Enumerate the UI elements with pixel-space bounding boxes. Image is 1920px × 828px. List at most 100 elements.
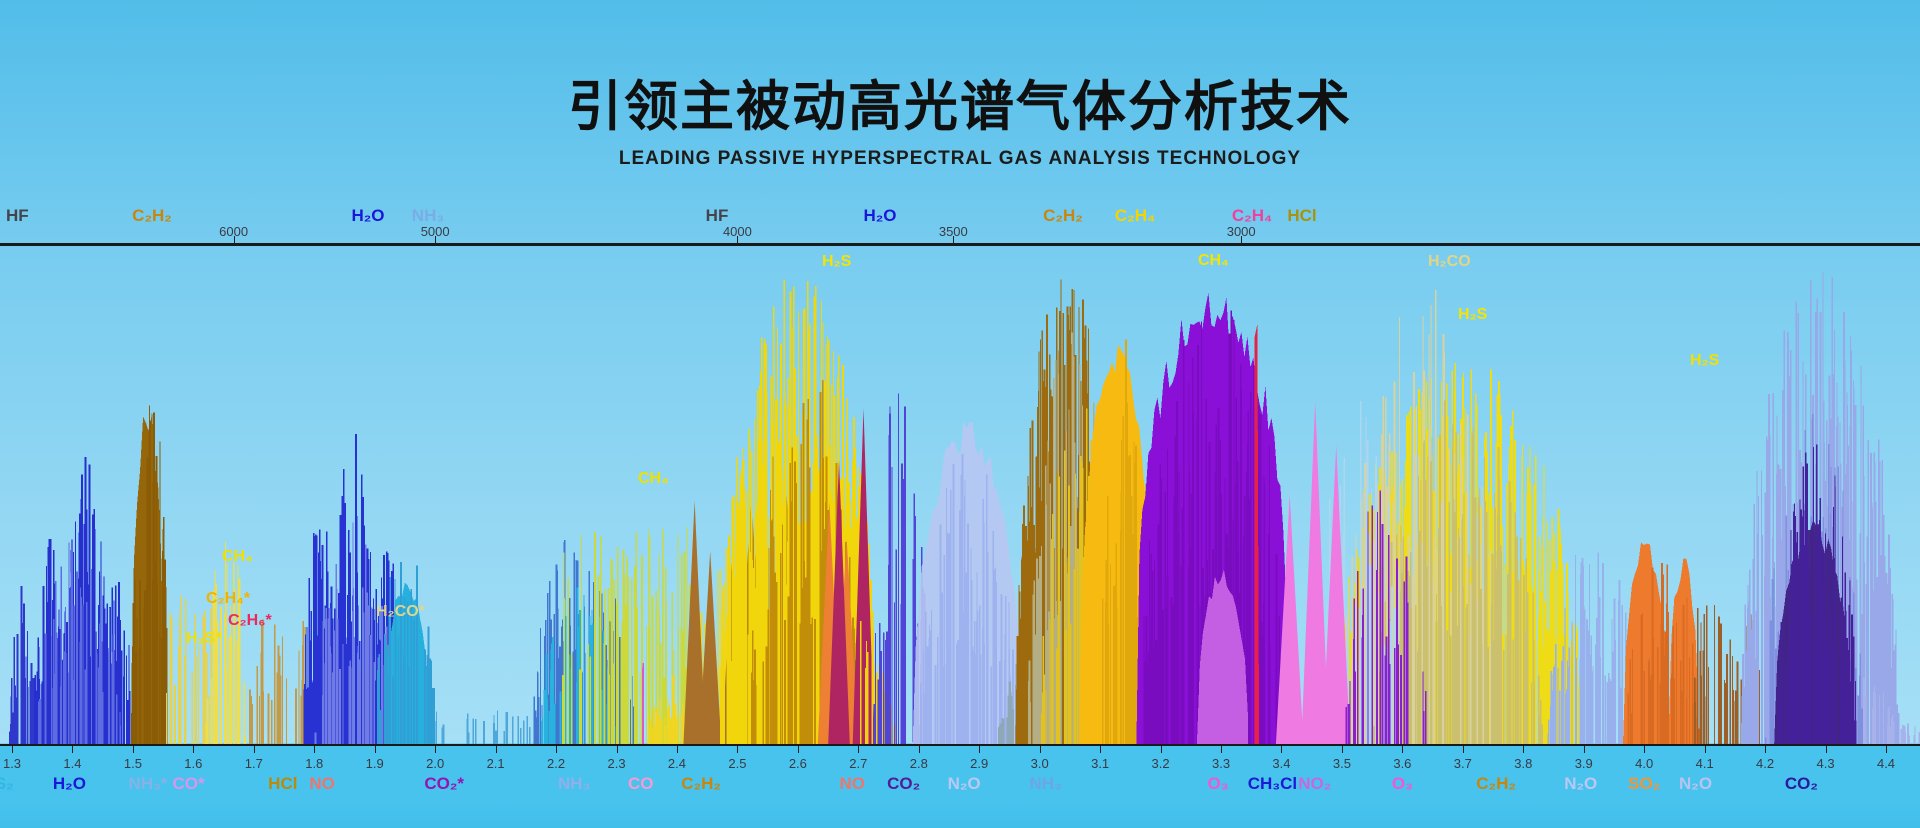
bottom-axis-species-label: CO xyxy=(627,774,654,793)
bottom-axis-tick-label: 2.4 xyxy=(667,756,686,771)
bottom-axis-tick-label: 2.5 xyxy=(728,756,747,771)
bottom-axis-tick-label: 3.8 xyxy=(1514,756,1533,771)
bottom-axis-tick xyxy=(979,746,981,753)
page-subtitle: LEADING PASSIVE HYPERSPECTRAL GAS ANALYS… xyxy=(618,148,1302,169)
top-axis-species-label: C₂H₂ xyxy=(1043,206,1083,225)
bottom-axis-tick-label: 3.6 xyxy=(1393,756,1412,771)
bottom-axis-tick-label: 1.7 xyxy=(244,756,263,771)
spectrum-band xyxy=(249,619,308,744)
bottom-axis-tick-label: 3.5 xyxy=(1332,756,1351,771)
top-axis-tick-label: 3500 xyxy=(938,224,968,239)
spectra-annotation: CH₄ xyxy=(1198,252,1229,269)
bottom-axis-tick xyxy=(1402,746,1404,753)
bottom-axis-tick xyxy=(1644,746,1646,753)
top-axis-tick xyxy=(953,236,955,244)
bottom-axis-tick-label: 3.7 xyxy=(1453,756,1472,771)
bottom-axis-species-label: O₃ xyxy=(1391,774,1413,793)
bottom-axis-tick xyxy=(1160,746,1162,753)
spectrum-band xyxy=(1275,401,1351,744)
top-axis-tick-label: 6000 xyxy=(219,224,249,239)
spectra-annotation: H₂S xyxy=(822,253,852,270)
bottom-axis-species-label: NH₃* xyxy=(128,774,168,793)
top-axis-species-label: HF xyxy=(705,206,729,225)
bottom-axis-species-label: HCl xyxy=(268,774,298,793)
bottom-axis-tick-label: 4.0 xyxy=(1635,756,1654,771)
bottom-axis-species-label: N₂O xyxy=(947,774,981,793)
bottom-axis-species-label: CO₂* xyxy=(424,774,465,793)
top-axis-species-label: HCl xyxy=(1287,206,1317,225)
top-axis-tick xyxy=(1241,236,1243,244)
top-axis-tick xyxy=(233,236,235,244)
bottom-axis-tick-label: 3.4 xyxy=(1272,756,1291,771)
bottom-axis-tick xyxy=(1583,746,1585,753)
bottom-axis-tick-label: 2.3 xyxy=(607,756,626,771)
bottom-axis-tick xyxy=(858,746,860,753)
top-axis-tick-label: 5000 xyxy=(420,224,450,239)
bottom-axis-tick-label: 1.3 xyxy=(2,756,22,771)
top-axis-species-label: NH₃ xyxy=(411,206,445,225)
page-title: 引领主被动高光谱气体分析技术 xyxy=(568,77,1352,137)
bottom-axis-tick xyxy=(676,746,678,753)
bottom-axis-tick xyxy=(1886,746,1887,753)
bottom-axis-tick-label: 2.0 xyxy=(426,756,445,771)
top-axis-tick xyxy=(435,236,437,244)
spectrum-band xyxy=(1623,542,1669,744)
bottom-wavelength-axis xyxy=(0,744,1920,746)
bottom-axis-species-label: CH₃Cl xyxy=(1247,774,1298,793)
spectrum-band xyxy=(1345,490,1427,744)
bottom-axis-tick xyxy=(1462,746,1464,753)
bottom-axis-tick xyxy=(193,746,195,753)
bottom-axis-tick xyxy=(616,746,618,753)
bottom-axis-tick-label: 4.1 xyxy=(1695,756,1714,771)
bottom-axis-species-label: C₂H₂ xyxy=(681,774,721,793)
bottom-axis-tick xyxy=(374,746,376,753)
bottom-axis-tick xyxy=(1341,746,1343,753)
bottom-axis-tick xyxy=(918,746,920,753)
bottom-axis-tick-label: 1.6 xyxy=(184,756,203,771)
spectra-annotation: CH₄ xyxy=(222,548,253,565)
top-axis-tick-label: 4000 xyxy=(722,224,752,239)
bottom-axis-tick xyxy=(1100,746,1102,753)
top-axis-species-label: C₂H₄ xyxy=(1114,206,1156,225)
bottom-axis-tick xyxy=(72,746,74,753)
bottom-axis-species-label: N₂O xyxy=(1679,774,1713,793)
bottom-axis-species-label: NO xyxy=(309,774,335,793)
bottom-axis-tick-label: 2.2 xyxy=(547,756,566,771)
bottom-axis-tick-label: 3.1 xyxy=(1091,756,1110,771)
spectrum-band xyxy=(1196,569,1249,744)
bottom-axis-tick-label: 2.1 xyxy=(486,756,505,771)
spectrum-band xyxy=(1627,562,1701,744)
top-axis-species-label: H₂O xyxy=(863,206,897,225)
bottom-axis-species-label: C₂H₂ xyxy=(1476,774,1516,793)
bottom-axis-species-label: O₃ xyxy=(1207,774,1229,793)
spectrum-band xyxy=(9,585,38,744)
top-axis-tick-label: 3000 xyxy=(1226,224,1256,239)
top-axis-tick xyxy=(737,236,739,244)
bottom-axis-tick-label: 2.8 xyxy=(909,756,928,771)
bottom-axis-tick xyxy=(1765,746,1767,753)
bottom-axis-tick xyxy=(737,746,739,753)
bottom-axis-tick-label: 4.4 xyxy=(1876,756,1896,771)
bottom-axis-tick xyxy=(132,746,134,753)
bottom-axis-species-label: NO₂ xyxy=(1298,774,1332,793)
spectrum-band xyxy=(131,405,168,744)
bottom-axis-tick xyxy=(495,746,497,753)
spectra-annotation: H₂S xyxy=(1458,306,1488,323)
bottom-axis-tick xyxy=(1523,746,1525,753)
spectrum-band xyxy=(37,539,122,744)
spectra-annotation: H₂CO* xyxy=(376,603,425,620)
bottom-axis-species-label: H₂O xyxy=(52,774,86,793)
spectrum-band xyxy=(562,526,691,744)
bottom-axis-tick xyxy=(1281,746,1283,753)
spectrum-band xyxy=(34,456,131,744)
bottom-axis-tick-label: 1.4 xyxy=(63,756,82,771)
bottom-axis-tick-label: 2.9 xyxy=(970,756,989,771)
spectra-annotation: H₂CO xyxy=(1428,253,1471,270)
bottom-axis-tick xyxy=(314,746,316,753)
spectrum-band xyxy=(1547,552,1638,744)
spectra-annotation: C₂H₄* xyxy=(206,590,251,607)
bottom-axis-species-label: CO₂ xyxy=(887,774,921,793)
bottom-axis-tick xyxy=(556,746,558,753)
spectrum-band xyxy=(642,663,644,744)
